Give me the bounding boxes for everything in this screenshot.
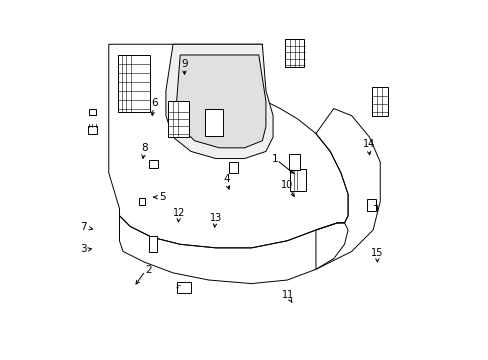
Text: 7: 7 — [80, 222, 87, 232]
Bar — [176, 282, 190, 293]
Text: 4: 4 — [223, 174, 229, 184]
Bar — [149, 160, 158, 168]
Text: 1: 1 — [272, 154, 278, 163]
Text: 8: 8 — [141, 143, 147, 153]
Text: 15: 15 — [370, 248, 383, 258]
Text: 5: 5 — [159, 192, 165, 202]
Bar — [288, 154, 299, 170]
Text: 12: 12 — [173, 208, 185, 218]
Bar — [167, 102, 189, 137]
Bar — [205, 109, 223, 136]
Bar — [228, 162, 237, 173]
Text: 3: 3 — [80, 244, 86, 253]
Text: 13: 13 — [209, 212, 222, 222]
Polygon shape — [176, 55, 265, 148]
Polygon shape — [165, 44, 272, 158]
Text: 9: 9 — [181, 59, 187, 68]
Text: 11: 11 — [282, 290, 294, 300]
Bar — [118, 55, 149, 112]
Bar — [139, 198, 145, 205]
Bar — [149, 236, 157, 252]
Bar — [289, 169, 305, 191]
Bar — [366, 199, 375, 211]
Text: 14: 14 — [362, 139, 374, 149]
Text: 2: 2 — [145, 265, 152, 275]
Bar — [371, 87, 387, 116]
Text: 10: 10 — [280, 180, 292, 190]
Text: 6: 6 — [151, 98, 158, 108]
Bar — [89, 109, 96, 115]
Bar — [284, 39, 304, 67]
Bar — [88, 126, 97, 134]
